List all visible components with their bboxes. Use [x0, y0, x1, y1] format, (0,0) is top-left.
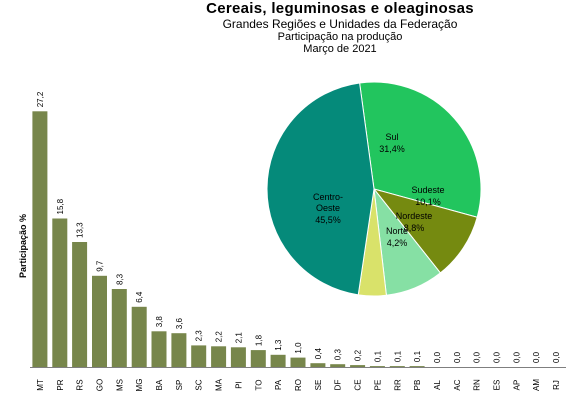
x-tick-label: SE [314, 380, 323, 391]
bar-value-label: 2,2 [215, 331, 224, 343]
chart-title: Cereais, leguminosas e oleaginosas [206, 0, 474, 17]
x-tick-label: PA [274, 379, 283, 390]
bar-value-label: 9,7 [96, 260, 105, 272]
pie-label-name: Nordeste [396, 211, 433, 221]
pie-label-value: 4,2% [387, 238, 408, 248]
x-tick-label: MT [36, 379, 45, 391]
chart-titles: Cereais, leguminosas e oleaginosas Grand… [140, 0, 540, 55]
x-tick-label: PB [413, 380, 422, 391]
x-tick-label: AP [512, 380, 521, 391]
bar-MG [131, 306, 147, 367]
pie-label-name: Centro- [313, 192, 343, 202]
chart-date: Março de 2021 [303, 43, 377, 55]
bar-value-label: 2,3 [195, 330, 204, 342]
bar-value-label: 0,0 [512, 351, 521, 363]
bar-value-label: 1,3 [274, 339, 283, 351]
bar-value-label: 0,4 [314, 348, 323, 360]
x-tick-label: ES [493, 380, 502, 391]
bar-value-label: 6,4 [135, 291, 144, 303]
pie-label-name: Norte [386, 226, 408, 236]
bar-value-label: 8,3 [115, 273, 124, 285]
x-tick-label: PI [234, 381, 243, 389]
bar-value-label: 0,3 [334, 349, 343, 361]
bar-value-label: 0,0 [552, 351, 561, 363]
x-tick-label: RS [76, 379, 85, 390]
x-tick-label: DF [334, 380, 343, 391]
bar-value-label: 1,0 [294, 342, 303, 354]
bar-PE [369, 366, 385, 367]
bar-PA [270, 354, 286, 367]
bar-DF [330, 364, 346, 367]
bar-PR [52, 218, 68, 367]
bar-value-label: 3,6 [175, 318, 184, 330]
bar-value-label: 0,0 [532, 351, 541, 363]
x-tick-label: AM [532, 379, 541, 391]
bar-value-label: 0,0 [473, 351, 482, 363]
pie-label-name: Sul [385, 132, 398, 142]
bar-MT [32, 111, 48, 367]
bar-value-label: 3,8 [155, 316, 164, 328]
bar-value-label: 15,8 [56, 198, 65, 214]
pie-label-value: 45,5% [315, 215, 341, 225]
bar-MS [111, 289, 127, 367]
x-tick-label: PE [373, 380, 382, 391]
bar-value-label: 1,8 [254, 334, 263, 346]
bar-RR [389, 366, 405, 367]
x-tick-label: BA [155, 379, 164, 390]
bar-value-label: 27,2 [36, 91, 45, 107]
bar-SP [171, 333, 187, 367]
x-tick-label: RO [294, 379, 303, 391]
bar-PI [230, 347, 246, 367]
x-tick-label: SP [175, 380, 184, 391]
x-tick-label: CE [354, 379, 363, 390]
x-tick-label: TO [254, 380, 263, 391]
x-tick-label: GO [96, 379, 105, 391]
bar-value-label: 0,1 [413, 350, 422, 362]
pie-label-name: Sudeste [411, 185, 444, 195]
pie-slice-sul [359, 81, 482, 218]
bar-RS [72, 242, 88, 367]
x-tick-label: MG [135, 379, 144, 392]
bar-value-label: 13,3 [76, 222, 85, 238]
chart-note: Participação na produção [277, 31, 403, 43]
pie-label-value: 31,4% [379, 144, 405, 154]
bar-SC [191, 345, 207, 367]
bar-value-label: 0,2 [354, 349, 363, 361]
bar-value-label: 0,0 [493, 351, 502, 363]
bar-SE [310, 363, 326, 367]
x-tick-label: AC [453, 379, 462, 390]
pie-label-value: 8,8% [404, 223, 425, 233]
bar-CE [350, 365, 366, 367]
bar-value-label: 0,1 [373, 350, 382, 362]
x-tick-label: MS [115, 379, 124, 391]
bar-TO [250, 350, 266, 367]
bar-PB [409, 366, 425, 367]
bar-GO [92, 275, 107, 367]
y-axis-label: Participação % [18, 214, 28, 278]
x-tick-label: RJ [552, 380, 561, 390]
bar-value-label: 0,0 [433, 351, 442, 363]
bar-value-label: 2,1 [234, 332, 243, 344]
x-tick-label: RR [393, 379, 402, 391]
x-tick-label: SC [195, 379, 204, 390]
pie-label-value: 10,1% [415, 197, 441, 207]
bar-value-label: 0,0 [453, 351, 462, 363]
bar-MA [211, 346, 227, 367]
bar-value-label: 0,1 [393, 350, 402, 362]
x-tick-label: RN [473, 379, 482, 391]
pie-label-name: Oeste [316, 203, 340, 213]
x-tick-label: PR [56, 379, 65, 390]
bar-RO [290, 357, 306, 367]
bar-BA [151, 331, 167, 367]
chart-subtitle: Grandes Regiões e Unidades da Federação [222, 17, 458, 31]
pie-slice-centro-oeste [266, 82, 375, 296]
x-tick-label: AL [433, 380, 442, 390]
x-tick-label: MA [215, 378, 224, 391]
